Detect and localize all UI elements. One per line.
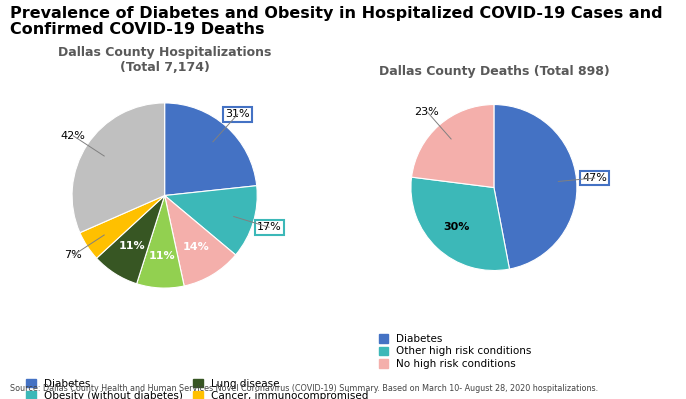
Wedge shape — [165, 186, 257, 255]
Text: 30%: 30% — [444, 222, 470, 232]
Text: Source: Dallas County Health and Human Services Novel Coronavirus (COVID-19) Sum: Source: Dallas County Health and Human S… — [10, 384, 598, 393]
Wedge shape — [494, 105, 577, 269]
Wedge shape — [411, 177, 510, 271]
Wedge shape — [165, 196, 235, 286]
Title: Dallas County Hospitalizations
(Total 7,174): Dallas County Hospitalizations (Total 7,… — [58, 46, 272, 75]
Text: 7%: 7% — [64, 250, 82, 260]
Wedge shape — [97, 196, 165, 284]
Text: 42%: 42% — [61, 131, 86, 141]
Legend: Diabetes, Obesity (without diabetes), Heart disease, Kidney disease, Lung diseas: Diabetes, Obesity (without diabetes), He… — [26, 379, 368, 399]
Legend: Diabetes, Other high risk conditions, No high risk conditions: Diabetes, Other high risk conditions, No… — [379, 334, 532, 369]
Text: Prevalence of Diabetes and Obesity in Hospitalized COVID-19 Cases and: Prevalence of Diabetes and Obesity in Ho… — [10, 6, 663, 21]
Title: Dallas County Deaths (Total 898): Dallas County Deaths (Total 898) — [379, 65, 609, 79]
Wedge shape — [165, 103, 257, 196]
Wedge shape — [72, 103, 165, 233]
Wedge shape — [80, 196, 165, 258]
Text: 23%: 23% — [414, 107, 439, 117]
Text: 11%: 11% — [148, 251, 175, 261]
Text: 11%: 11% — [119, 241, 145, 251]
Text: Confirmed COVID-19 Deaths: Confirmed COVID-19 Deaths — [10, 22, 265, 37]
Text: 14%: 14% — [182, 242, 209, 252]
Wedge shape — [137, 196, 184, 288]
Text: 31%: 31% — [226, 109, 250, 119]
Wedge shape — [412, 105, 494, 188]
Text: 17%: 17% — [257, 222, 281, 232]
Text: 47%: 47% — [582, 173, 607, 183]
